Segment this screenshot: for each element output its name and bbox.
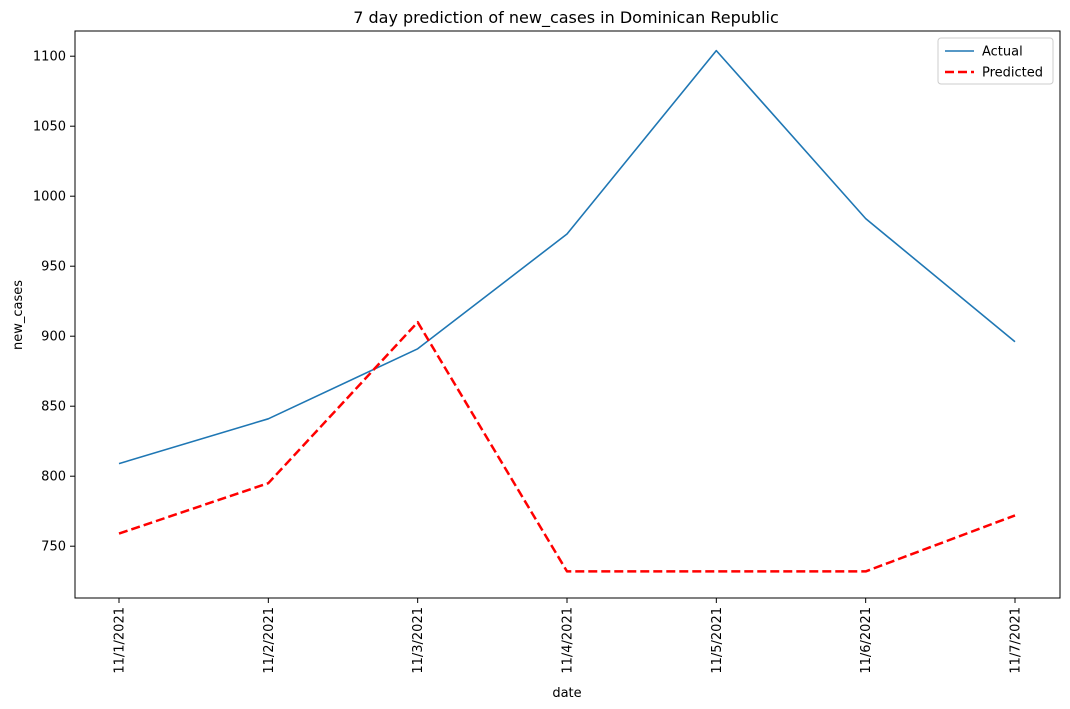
legend-label-actual: Actual	[982, 45, 1023, 60]
x-tick-label: 11/5/2021	[710, 607, 725, 674]
x-axis: 11/1/2021 11/2/2021 11/3/2021 11/4/2021 11/5…	[113, 598, 1024, 674]
series-line-predicted	[118, 320, 1016, 573]
y-tick-label: 1000	[33, 190, 66, 205]
y-tick-label: 1050	[33, 120, 66, 135]
y-tick-label: 950	[41, 260, 66, 275]
y-tick-label: 1100	[33, 50, 66, 65]
y-tick-label: 850	[41, 400, 66, 415]
y-axis-label: new_cases	[11, 280, 26, 350]
y-tick-label: 750	[41, 540, 66, 555]
x-tick-label: 11/7/2021	[1009, 607, 1024, 674]
y-axis: 750 800 850 900 950 1000 1050 1100	[33, 50, 75, 555]
x-tick-label: 11/6/2021	[859, 607, 874, 674]
series-layer	[118, 49, 1016, 573]
x-axis-label: date	[552, 686, 581, 701]
x-tick-label: 11/4/2021	[561, 607, 576, 674]
x-tick-label: 11/1/2021	[113, 607, 128, 674]
x-tick-label: 11/2/2021	[262, 607, 277, 674]
legend-label-predicted: Predicted	[982, 66, 1043, 81]
x-tick-label: 11/3/2021	[411, 607, 426, 674]
y-tick-label: 900	[41, 330, 66, 345]
legend: Actual Predicted	[937, 37, 1054, 85]
plot-area	[74, 30, 1061, 599]
y-tick-label: 800	[41, 470, 66, 485]
chart-title: 7 day prediction of new_cases in Dominic…	[353, 8, 779, 28]
series-line-actual	[118, 49, 1016, 465]
